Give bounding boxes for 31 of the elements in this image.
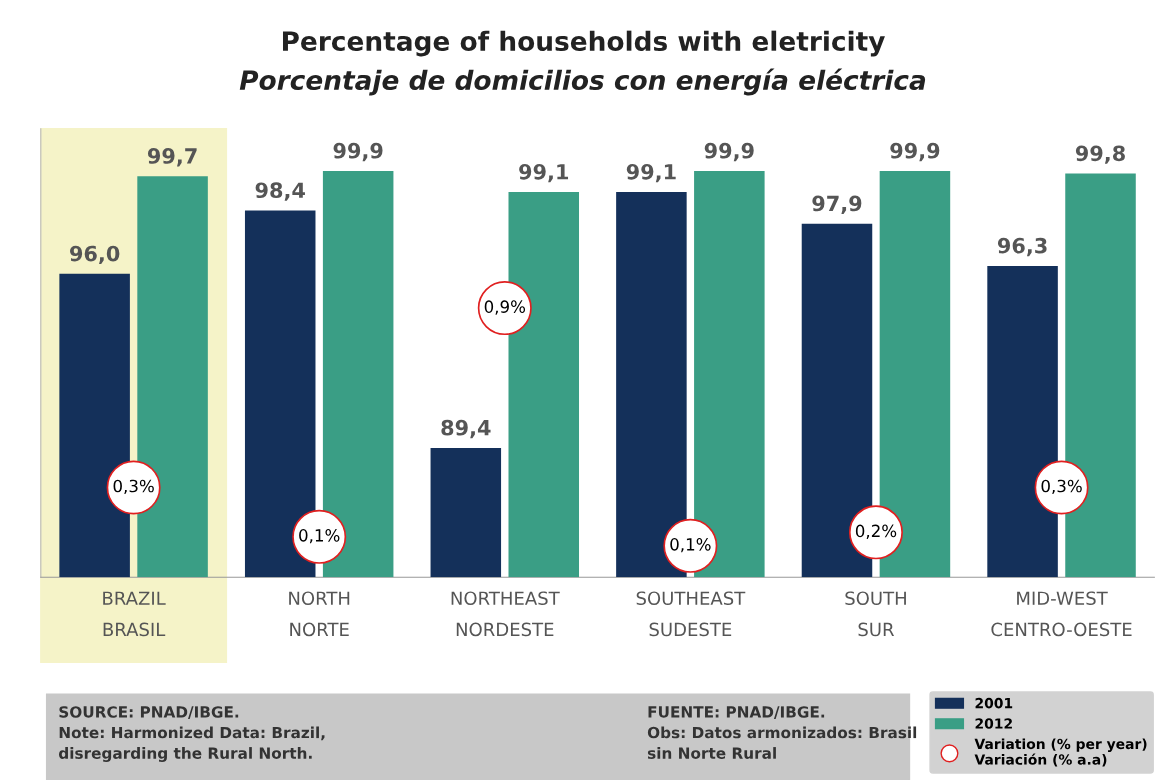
x-tick-label: BRAZIL BRASIL bbox=[103, 591, 166, 637]
x-tick-label: SOUTHEAST SUDESTE bbox=[636, 591, 746, 637]
annotation: 0,3% bbox=[113, 479, 154, 495]
x-tick-label: NORTH NORTE bbox=[289, 591, 350, 637]
legend-label: 2001 bbox=[975, 697, 1013, 709]
data-label: 99,7 bbox=[147, 148, 197, 167]
legend-label: 2012 bbox=[975, 718, 1012, 729]
data-label: 99,9 bbox=[890, 142, 940, 162]
data-label: 89,4 bbox=[441, 419, 491, 439]
data-label: 96,0 bbox=[70, 245, 120, 265]
source-note: FUENTE: PNAD/IBGE. Obs: Datos armonizados: Brasil sin Norte Rural bbox=[647, 706, 917, 759]
annotation: 0,9% bbox=[484, 300, 526, 315]
data-label: 99,8 bbox=[1075, 145, 1125, 164]
data-label: 99,1 bbox=[519, 163, 569, 183]
annotation: 0,1% bbox=[299, 529, 340, 544]
x-tick-label: SOUTH SUR bbox=[845, 591, 906, 637]
data-label: 96,3 bbox=[997, 237, 1047, 257]
x-tick-label: MID-WEST CENTRO-OESTE bbox=[991, 591, 1132, 637]
annotation: 0,3% bbox=[1041, 479, 1082, 495]
data-label: 98,4 bbox=[255, 182, 305, 201]
chart-title: Percentage of households with eletricity bbox=[283, 30, 885, 57]
data-label: 99,9 bbox=[333, 142, 383, 162]
data-label: 97,9 bbox=[812, 195, 862, 214]
text: Variation (% per year) Variación (% a.a) bbox=[974, 738, 1147, 767]
data-label: 99,9 bbox=[704, 142, 754, 162]
chart-subtitle: Porcentaje de domicilios con energía eléctrica bbox=[239, 68, 926, 96]
source-note: SOURCE: PNAD/IBGE. Note: Harmonized Data: Brazil, disregarding the Rural North. bbox=[58, 706, 325, 762]
annotation: 0,1% bbox=[670, 538, 711, 553]
x-tick-label: NORTHEAST NORDESTE bbox=[451, 591, 560, 637]
annotation: 0,2% bbox=[855, 524, 897, 539]
data-label: 99,1 bbox=[626, 163, 676, 183]
